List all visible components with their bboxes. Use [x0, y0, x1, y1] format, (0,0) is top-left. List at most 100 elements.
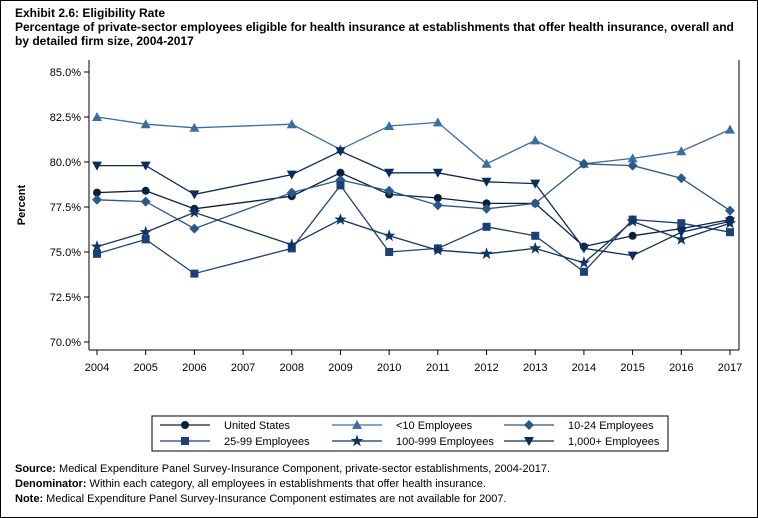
legend-marker	[524, 420, 534, 430]
data-point-25-99-employees	[190, 269, 199, 278]
y-tick-label: 77.5%	[50, 202, 81, 214]
data-point-25-99-employees	[385, 248, 394, 256]
data-point-25-99-employees	[141, 235, 150, 244]
x-tick-label: 2013	[523, 362, 547, 374]
data-point-100-999-employees	[90, 240, 104, 252]
legend-marker	[350, 434, 364, 447]
data-point-united-states	[141, 186, 150, 195]
y-tick-label: 70.0%	[50, 337, 81, 349]
data-point-100-999-employees	[626, 214, 639, 227]
data-point--10-employees	[676, 146, 687, 156]
data-point-1-000-employees	[189, 190, 200, 200]
data-point-10-24-employees	[384, 185, 395, 196]
data-point-25-99-employees	[482, 222, 491, 231]
data-point-100-999-employees	[139, 225, 152, 238]
legend-label: <10 Employees	[396, 420, 473, 432]
legend-label: 100-999 Employees	[396, 436, 494, 448]
y-axis-label: Percent	[16, 184, 28, 225]
data-point-10-24-employees	[530, 198, 541, 209]
chart-title: Exhibit 2.6: Eligibility Rate	[15, 6, 166, 20]
x-tick-label: 2008	[280, 362, 304, 374]
legend-label: 1,000+ Employees	[568, 436, 660, 448]
data-point-100-999-employees	[480, 247, 493, 260]
data-point-1-000-employees	[335, 147, 346, 157]
data-point-100-999-employees	[431, 243, 444, 256]
data-point-100-999-employees	[334, 213, 347, 225]
data-point-1-000-employees	[578, 244, 589, 254]
data-point--10-employees	[92, 112, 102, 121]
data-point-25-99-employees	[726, 228, 734, 237]
data-point-united-states	[433, 194, 442, 202]
data-point--10-employees	[627, 153, 638, 163]
x-tick-label: 2016	[669, 362, 693, 374]
legend-marker	[181, 437, 189, 445]
y-tick-label: 85.0%	[50, 67, 81, 79]
data-point-100-999-employees	[577, 256, 591, 269]
data-point-1-000-employees	[432, 168, 443, 178]
data-point-10-24-employees	[627, 160, 638, 171]
data-point-100-999-employees	[383, 229, 396, 242]
data-point-100-999-employees	[188, 205, 201, 218]
source-note: Source: Medical Expenditure Panel Survey…	[15, 463, 551, 475]
data-point-25-99-employees	[287, 244, 296, 253]
data-point-united-states	[336, 168, 345, 177]
data-point-1-000-employees	[286, 170, 297, 180]
denominator-note: Denominator: Within each category, all e…	[15, 478, 486, 490]
x-tick-label: 2014	[572, 362, 596, 374]
data-point-united-states	[93, 188, 101, 197]
data-point-10-24-employees	[578, 158, 589, 169]
y-tick-label: 80.0%	[50, 157, 81, 169]
data-point-10-24-employees	[140, 196, 151, 207]
series-line--10-employees	[96, 116, 731, 165]
data-point-1-000-employees	[481, 177, 492, 187]
data-point--10-employees	[189, 122, 200, 132]
data-point-1-000-employees	[140, 161, 151, 171]
x-tick-label: 2004	[85, 362, 109, 374]
x-tick-label: 2012	[474, 362, 498, 374]
data-point-100-999-employees	[285, 238, 298, 251]
data-point--10-employees	[530, 135, 541, 145]
data-point-1-000-employees	[384, 168, 395, 178]
data-point--10-employees	[140, 119, 151, 129]
footnotes: Source: Medical Expenditure Panel Survey…	[15, 462, 550, 507]
data-point-10-24-employees	[92, 194, 102, 205]
data-point-25-99-employees	[531, 231, 540, 240]
data-point--10-employees	[481, 158, 492, 168]
legend-label: United States	[224, 420, 291, 432]
data-point-10-24-employees	[189, 223, 200, 234]
x-tick-label: 2009	[328, 362, 352, 374]
x-tick-label: 2017	[718, 362, 742, 374]
data-point--10-employees	[432, 117, 443, 127]
data-point-united-states	[628, 231, 637, 240]
availability-note: Note: Medical Expenditure Panel Survey-I…	[15, 493, 507, 505]
data-point-10-24-employees	[676, 173, 687, 184]
data-point--10-employees	[384, 121, 395, 130]
data-point-100-999-employees	[675, 232, 688, 245]
data-point-25-99-employees	[93, 249, 101, 258]
data-point-25-99-employees	[677, 219, 686, 228]
y-tick-label: 75.0%	[50, 247, 81, 259]
data-point-1-000-employees	[92, 161, 102, 171]
data-point-1-000-employees	[725, 217, 735, 227]
data-point-united-states	[482, 199, 491, 208]
x-tick-label: 2005	[133, 362, 157, 374]
x-tick-label: 2007	[231, 362, 255, 374]
x-tick-label: 2006	[182, 362, 206, 374]
data-point-100-999-employees	[529, 241, 542, 254]
chart-subtitle: Percentage of private-sector employees e…	[15, 20, 734, 48]
data-point-25-99-employees	[579, 267, 588, 276]
legend-marker	[352, 420, 362, 429]
legend-box	[151, 415, 669, 452]
data-point-1-000-employees	[627, 251, 638, 261]
x-tick-label: 2015	[620, 362, 644, 374]
x-tick-label: 2011	[426, 362, 450, 374]
data-point-1-000-employees	[676, 228, 687, 238]
y-tick-label: 72.5%	[50, 292, 81, 304]
data-point-1-000-employees	[530, 179, 541, 189]
legend-marker	[181, 421, 189, 429]
data-point-10-24-employees	[432, 200, 443, 211]
legend-label: 10-24 Employees	[568, 420, 654, 432]
data-point--10-employees	[286, 119, 297, 129]
y-tick-label: 82.5%	[50, 112, 81, 124]
